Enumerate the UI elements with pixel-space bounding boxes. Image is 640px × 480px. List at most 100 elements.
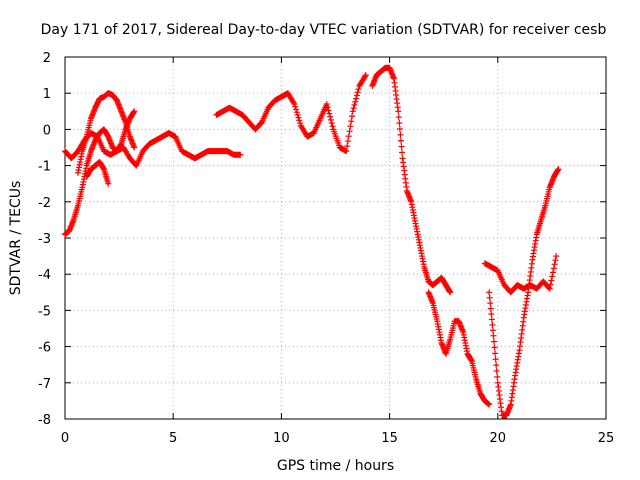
y-tick-label: -2 [38, 196, 51, 211]
data-point [488, 311, 495, 318]
data-points [62, 64, 562, 419]
data-point [487, 305, 494, 312]
data-point [350, 105, 357, 112]
data-point [490, 332, 497, 339]
data-point [353, 92, 360, 99]
data-point [398, 143, 405, 150]
data-point [492, 356, 499, 363]
data-point [327, 116, 334, 123]
data-point [493, 368, 500, 375]
y-tick-label: -8 [38, 413, 51, 428]
x-tick-label: 20 [490, 431, 507, 446]
x-tick-label: 25 [598, 431, 615, 446]
y-tick-label: -7 [38, 377, 51, 392]
y-tick-label: 2 [43, 51, 51, 66]
data-point [552, 257, 559, 264]
data-point [237, 151, 244, 158]
data-point [293, 109, 300, 116]
data-point [324, 104, 331, 111]
data-point [326, 110, 333, 117]
data-point [551, 261, 558, 268]
data-point [491, 344, 498, 351]
data-point [553, 253, 560, 260]
data-point [399, 149, 406, 156]
data-point [545, 284, 552, 291]
data-point [447, 289, 454, 296]
axis-ticks [64, 56, 607, 420]
data-point [354, 89, 361, 96]
data-point [397, 137, 404, 144]
data-point [488, 316, 495, 323]
data-point [548, 277, 555, 284]
plot-frame [64, 56, 607, 420]
data-point [131, 144, 138, 151]
chart-title: Day 171 of 2017, Sidereal Day-to-day VTE… [41, 22, 607, 38]
data-point [292, 103, 299, 110]
data-point [349, 113, 356, 120]
data-point [494, 373, 501, 380]
data-point [493, 362, 500, 369]
y-tick-label: -5 [38, 304, 51, 319]
data-point [486, 401, 493, 408]
data-point [491, 338, 498, 345]
y-axis-label: SDTVAR / TECUs [8, 181, 24, 296]
data-point [489, 327, 496, 334]
data-point [348, 118, 355, 125]
x-tick-label: 0 [61, 431, 69, 446]
data-point [290, 99, 297, 106]
data-point [396, 120, 403, 127]
y-tick-label: -1 [38, 160, 51, 175]
data-point [344, 143, 351, 150]
data-point [547, 281, 554, 288]
x-tick-label: 10 [273, 431, 290, 446]
y-tick-label: -4 [38, 268, 51, 283]
data-point [550, 265, 557, 272]
data-point [349, 108, 356, 115]
data-point [329, 123, 336, 130]
data-point [361, 73, 368, 80]
data-point [353, 95, 360, 102]
data-point [395, 114, 402, 121]
data-point [105, 180, 112, 187]
x-tick-label: 15 [381, 431, 398, 446]
data-point [323, 101, 330, 108]
data-point [555, 166, 562, 173]
data-point [325, 107, 332, 114]
data-point [345, 133, 352, 140]
data-point [397, 131, 404, 138]
data-point [486, 289, 493, 296]
x-tick-label: 5 [169, 431, 177, 446]
data-point [489, 321, 496, 328]
data-point [296, 117, 303, 124]
data-point [328, 120, 335, 127]
data-point [131, 108, 138, 115]
y-tick-label: 0 [43, 123, 51, 138]
data-point [492, 350, 499, 357]
data-point [362, 72, 369, 79]
data-point [294, 111, 301, 118]
y-tick-label: -6 [38, 341, 51, 356]
data-point [546, 285, 553, 292]
data-point [344, 138, 351, 145]
data-point [291, 101, 298, 108]
data-point [295, 114, 302, 121]
y-tick-label: 1 [43, 87, 51, 102]
data-point [297, 120, 304, 127]
y-tick-label: -3 [38, 232, 51, 247]
data-point [396, 125, 403, 132]
data-point [327, 113, 334, 120]
data-point [347, 123, 354, 130]
data-point [355, 86, 362, 93]
data-point [293, 106, 300, 113]
data-point [395, 108, 402, 115]
data-point [352, 98, 359, 105]
data-point [343, 148, 350, 155]
data-point [549, 269, 556, 276]
data-point [351, 101, 358, 108]
data-point [346, 128, 353, 135]
data-point [487, 300, 494, 307]
data-point [486, 294, 493, 301]
x-axis-label: GPS time / hours [277, 458, 394, 474]
